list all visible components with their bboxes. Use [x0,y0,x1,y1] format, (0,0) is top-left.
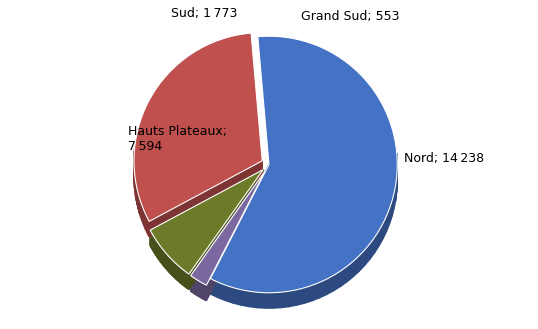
Polygon shape [138,193,139,213]
Wedge shape [134,33,262,221]
Polygon shape [184,270,185,287]
Polygon shape [379,223,383,246]
Polygon shape [168,256,169,272]
Polygon shape [140,202,142,221]
Polygon shape [155,239,156,255]
Polygon shape [173,261,174,277]
Polygon shape [281,291,288,308]
Polygon shape [341,266,347,286]
Polygon shape [135,177,136,196]
Polygon shape [182,269,183,285]
Polygon shape [159,244,160,261]
Polygon shape [147,217,149,237]
Polygon shape [180,267,181,283]
Polygon shape [179,266,180,282]
Polygon shape [240,290,249,307]
Text: Grand Sud; 553: Grand Sud; 553 [301,11,400,23]
Polygon shape [149,161,262,237]
Polygon shape [390,201,392,224]
Polygon shape [257,292,265,308]
Polygon shape [156,240,157,256]
Polygon shape [176,264,177,280]
Polygon shape [158,243,159,259]
Polygon shape [334,271,341,291]
Polygon shape [183,270,184,286]
Polygon shape [249,291,257,308]
Polygon shape [167,255,168,271]
Polygon shape [383,216,386,239]
Polygon shape [189,169,263,290]
Polygon shape [164,251,165,267]
Polygon shape [171,258,172,274]
Polygon shape [312,282,320,301]
Text: Hauts Plateaux;
7 594: Hauts Plateaux; 7 594 [128,125,227,153]
Polygon shape [163,249,164,266]
Polygon shape [172,260,173,276]
Polygon shape [157,241,158,258]
Polygon shape [160,246,161,263]
Polygon shape [395,177,397,201]
Polygon shape [186,272,187,288]
Polygon shape [170,258,171,274]
Polygon shape [185,271,186,287]
Polygon shape [296,288,305,305]
Polygon shape [375,230,379,252]
Polygon shape [166,253,167,269]
Polygon shape [225,285,233,303]
Polygon shape [207,171,265,301]
Polygon shape [136,185,137,205]
Polygon shape [365,243,370,265]
Polygon shape [353,256,359,276]
Polygon shape [233,288,240,305]
Polygon shape [394,185,395,209]
Polygon shape [347,261,353,282]
Polygon shape [386,209,390,231]
Polygon shape [150,169,263,245]
Polygon shape [187,273,188,289]
Polygon shape [174,262,175,278]
Polygon shape [161,248,162,264]
Polygon shape [210,164,269,294]
Polygon shape [144,210,145,229]
Text: Sud; 1 773: Sud; 1 773 [171,7,237,20]
Polygon shape [162,249,163,265]
Polygon shape [320,279,327,298]
Polygon shape [165,252,166,268]
Polygon shape [370,237,375,259]
Polygon shape [177,265,178,281]
Polygon shape [305,285,312,303]
Polygon shape [145,214,147,233]
Polygon shape [178,266,179,281]
Wedge shape [210,36,397,293]
Polygon shape [188,273,189,290]
Polygon shape [265,293,273,308]
Wedge shape [190,171,265,285]
Text: Nord; 14 238: Nord; 14 238 [404,152,484,164]
Wedge shape [150,169,263,274]
Polygon shape [181,268,182,284]
Polygon shape [359,250,365,271]
Polygon shape [190,171,265,291]
Polygon shape [288,290,296,307]
Polygon shape [392,193,394,216]
Polygon shape [175,263,176,279]
Polygon shape [139,198,140,217]
Polygon shape [210,279,218,297]
Polygon shape [273,292,281,308]
Polygon shape [137,189,138,209]
Polygon shape [142,206,144,225]
Polygon shape [327,275,334,294]
Polygon shape [218,282,225,300]
Polygon shape [169,257,170,273]
